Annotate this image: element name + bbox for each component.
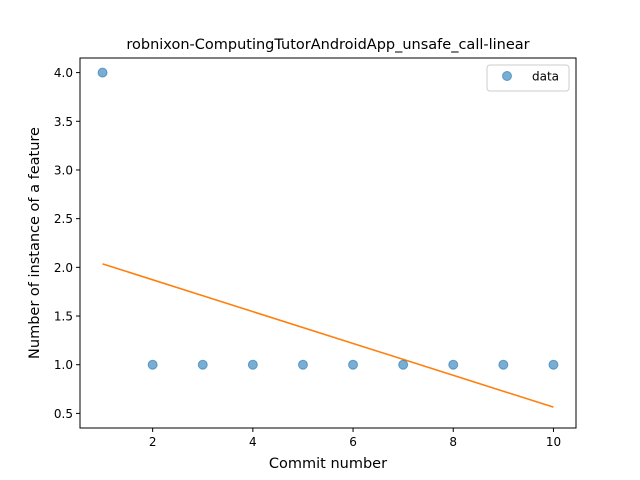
plot-area xyxy=(80,58,576,428)
data-point xyxy=(548,359,559,370)
y-tick-label: 0.5 xyxy=(54,407,73,421)
y-axis-label: Number of instance of a feature xyxy=(27,127,43,359)
data-point xyxy=(197,359,208,370)
y-tick-label: 3.0 xyxy=(54,163,73,177)
series-layer xyxy=(97,67,559,408)
y-tick-label: 3.5 xyxy=(54,115,73,129)
x-tick-label: 6 xyxy=(349,435,357,449)
plot-frame xyxy=(79,57,577,429)
data-point xyxy=(448,359,459,370)
legend: data xyxy=(486,64,570,92)
y-tick-label: 1.5 xyxy=(54,310,73,324)
legend-marker xyxy=(502,71,512,81)
data-point xyxy=(297,359,308,370)
x-axis: 2 4 6 8 10 xyxy=(149,428,561,449)
y-tick-label: 2.0 xyxy=(54,261,73,275)
x-tick-label: 10 xyxy=(546,435,561,449)
data-point xyxy=(398,359,409,370)
y-tick-label: 1.0 xyxy=(54,358,73,372)
data-point xyxy=(498,359,509,370)
y-tick-label: 4.0 xyxy=(54,66,73,80)
x-tick-label: 8 xyxy=(449,435,457,449)
chart-title: robnixon-ComputingTutorAndroidApp_unsafe… xyxy=(126,37,529,53)
x-axis-label: Commit number xyxy=(269,456,387,472)
data-point xyxy=(348,359,359,370)
data-point xyxy=(147,359,158,370)
data-point xyxy=(247,359,258,370)
y-tick-label: 2.5 xyxy=(54,212,73,226)
x-tick-label: 2 xyxy=(149,435,157,449)
y-axis: 0.5 1.0 1.5 2.0 2.5 3.0 3.5 4.0 xyxy=(54,66,80,421)
legend-label: data xyxy=(532,70,559,84)
data-point xyxy=(97,67,108,78)
x-tick-label: 4 xyxy=(249,435,257,449)
trend-line xyxy=(102,263,554,408)
